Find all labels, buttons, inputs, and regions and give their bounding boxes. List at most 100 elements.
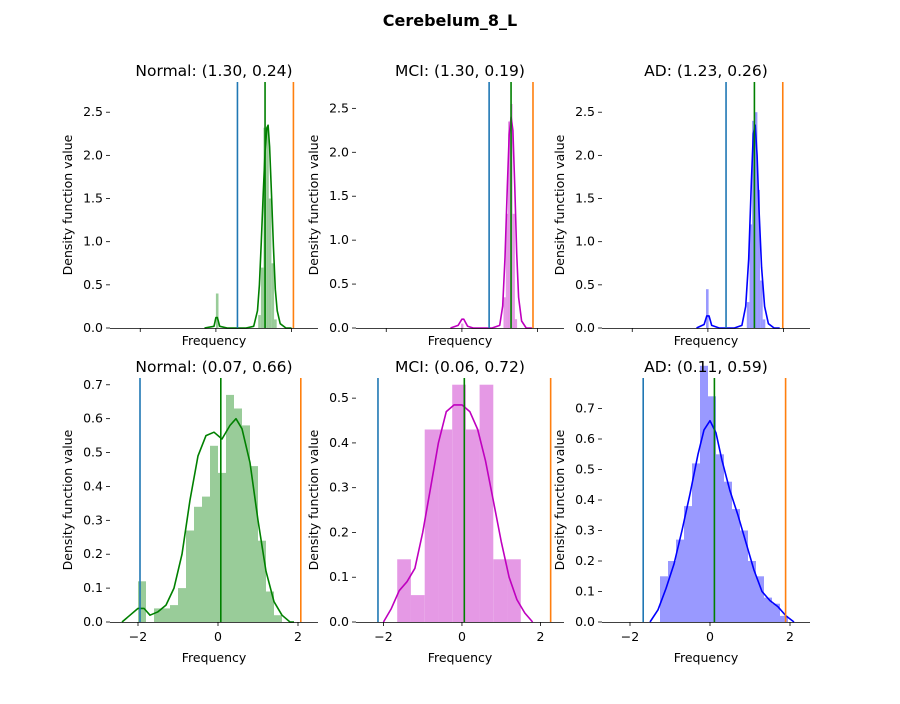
x-tick-label: 2	[294, 629, 302, 644]
hist-bar	[749, 224, 753, 328]
y-tick-label: 0.5	[83, 445, 103, 460]
y-tick-label: 0.0	[575, 320, 595, 335]
y-axis-label: Density function value	[552, 429, 567, 570]
x-tick-label: −2	[621, 629, 639, 644]
hist-bar	[170, 605, 178, 622]
hist-bar	[503, 297, 506, 329]
y-tick-label: 0.5	[575, 462, 595, 477]
hist-bar	[274, 319, 277, 328]
y-tick-label: 0.1	[329, 569, 349, 584]
hist-bar	[154, 608, 162, 622]
hist-bar	[660, 576, 668, 623]
hist-bar	[271, 263, 275, 328]
hist-bar	[218, 472, 226, 622]
hist-bar	[250, 466, 258, 622]
hist-bar	[461, 323, 464, 328]
hist-bar	[258, 540, 266, 622]
hist-bar	[397, 559, 411, 622]
x-tick-label: 0	[706, 629, 714, 644]
hist-bar	[514, 319, 518, 328]
hist-bar	[242, 425, 250, 622]
hist-bar	[668, 561, 676, 622]
hist-bar	[424, 429, 439, 622]
hist-bar	[194, 506, 202, 622]
y-tick-label: 2.0	[83, 147, 103, 162]
hist-bar	[215, 293, 219, 328]
x-tick-label: 2	[536, 629, 544, 644]
y-axis-label: Density function value	[306, 429, 321, 570]
hist-bar	[410, 595, 425, 622]
kde-curve	[121, 417, 294, 623]
hist-bar	[756, 576, 764, 623]
subplot-6: 0.0 0.1 0.2 0.3 0.4 0.5 0.6 0.7 −2 0 2 Frequency Den…	[552, 358, 810, 665]
x-tick-label: −2	[129, 629, 147, 644]
y-tick-label: 2.5	[83, 104, 103, 119]
y-tick-label: 0.0	[329, 320, 349, 335]
hist-bar	[505, 213, 509, 328]
hist-bar	[757, 189, 760, 328]
hist-bar	[234, 408, 242, 622]
y-tick-label: 1.5	[83, 191, 103, 206]
kde-curve	[696, 124, 780, 329]
subplot-title: AD: (0.11, 0.59)	[644, 358, 768, 376]
y-tick-label: 2.0	[575, 147, 595, 162]
hist-bar	[746, 302, 750, 328]
hist-bar	[772, 603, 780, 622]
hist-bar	[508, 121, 511, 328]
y-axis-label: Density function value	[306, 134, 321, 275]
y-tick-label: 0.6	[83, 411, 103, 426]
kde-curve	[204, 124, 292, 329]
y-tick-label: 0.5	[329, 390, 349, 405]
hist-bar	[752, 120, 755, 328]
hist-bar	[465, 429, 480, 622]
hist-bar	[754, 112, 758, 328]
hist-bar	[260, 267, 264, 328]
subplot-1: 0.0 0.5 1.0 1.5 2.0 2.5 Frequency Density funct…	[60, 62, 318, 348]
hist-bar	[512, 213, 515, 328]
x-tick-label: 0	[458, 629, 466, 644]
subplot-4: 0.0 0.1 0.2 0.3 0.4 0.5 0.6 0.7 −2 0 2 Frequency Den…	[60, 358, 318, 665]
x-tick-label: 2	[786, 629, 794, 644]
hist-bar	[452, 384, 466, 622]
y-tick-label: 2.5	[329, 100, 349, 115]
y-tick-label: 0.7	[575, 401, 595, 416]
y-axis-label: Density function value	[60, 429, 75, 570]
y-tick-label: 1.5	[575, 191, 595, 206]
x-tick-label: −2	[374, 629, 392, 644]
y-tick-label: 0.4	[83, 478, 103, 493]
y-tick-label: 1.0	[329, 232, 349, 247]
subplot-title: MCI: (1.30, 0.19)	[395, 62, 525, 80]
x-axis-label: Frequency	[674, 333, 739, 348]
hist-bar	[724, 481, 732, 622]
y-tick-label: 0.0	[575, 614, 595, 629]
y-tick-label: 0.3	[329, 480, 349, 495]
subplot-3: 0.0 0.5 1.0 1.5 2.0 2.5 Frequency Density funct…	[552, 62, 810, 348]
hist-bar	[748, 561, 756, 622]
hist-bar	[138, 581, 146, 622]
y-tick-label: 0.0	[329, 614, 349, 629]
hist-bar	[716, 454, 724, 623]
y-tick-label: 0.5	[575, 277, 595, 292]
hist-bar	[762, 319, 766, 328]
hist-bar	[706, 289, 709, 328]
hist-bar	[266, 591, 274, 622]
hist-bar	[186, 530, 194, 622]
hist-bar	[268, 198, 272, 328]
hist-bar	[780, 615, 788, 622]
y-tick-label: 0.0	[83, 320, 103, 335]
hist-bar	[692, 463, 700, 622]
subplot-2: 0.0 0.5 1.0 1.5 2.0 2.5 Frequency Density funct…	[306, 62, 564, 348]
y-axis-label: Density function value	[552, 134, 567, 275]
subplot-title: AD: (1.23, 0.26)	[644, 62, 768, 80]
hist-bar	[266, 129, 269, 328]
y-tick-label: 0.4	[329, 435, 349, 450]
hist-bar	[764, 597, 772, 622]
y-tick-label: 1.0	[575, 234, 595, 249]
y-tick-label: 0.2	[83, 546, 103, 561]
subplot-5: 0.0 0.1 0.2 0.3 0.4 0.5 −2 0 2 Frequency Density f…	[306, 358, 564, 665]
hist-bar	[700, 365, 708, 622]
y-tick-label: 0.2	[329, 524, 349, 539]
y-tick-label: 0.5	[329, 276, 349, 291]
y-tick-label: 2.0	[329, 144, 349, 159]
